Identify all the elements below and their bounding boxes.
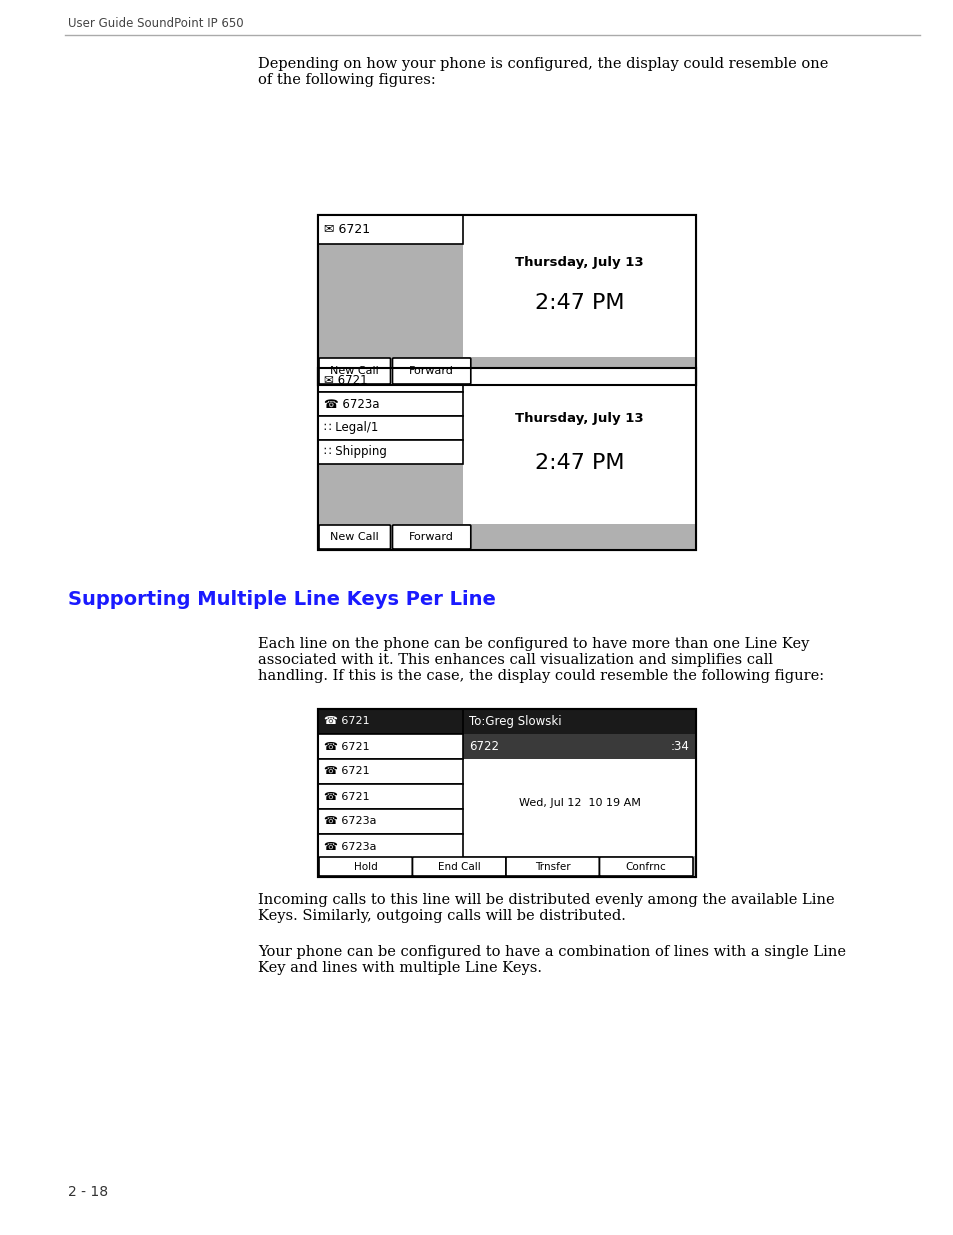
Bar <box>462 215 696 357</box>
Text: Forward: Forward <box>409 366 454 375</box>
Bar <box>317 368 696 550</box>
Text: Each line on the phone can be configured to have more than one Line Key
associat: Each line on the phone can be configured… <box>257 637 823 683</box>
Text: Forward: Forward <box>409 532 454 542</box>
Text: Incoming calls to this line will be distributed evenly among the available Line
: Incoming calls to this line will be dist… <box>257 893 834 924</box>
FancyBboxPatch shape <box>598 857 692 876</box>
Text: ∷ Shipping: ∷ Shipping <box>324 446 387 458</box>
Bar <box>317 245 462 357</box>
Bar <box>317 215 696 385</box>
Bar <box>317 464 462 524</box>
Bar <box>462 709 696 734</box>
Text: ☎ 6723a: ☎ 6723a <box>324 841 376 851</box>
Text: Thursday, July 13: Thursday, July 13 <box>515 256 643 269</box>
Bar <box>317 809 462 834</box>
Bar <box>317 440 462 464</box>
Text: End Call: End Call <box>437 862 480 872</box>
Text: ✉ 6721: ✉ 6721 <box>324 224 370 236</box>
Bar <box>317 368 696 550</box>
Text: New Call: New Call <box>330 366 378 375</box>
Bar <box>317 784 462 809</box>
Bar <box>317 524 696 550</box>
Bar <box>317 709 696 877</box>
Bar <box>462 368 696 524</box>
Text: ☎ 6723a: ☎ 6723a <box>324 816 376 826</box>
Text: ☎ 6723a: ☎ 6723a <box>324 398 379 410</box>
Bar <box>462 734 696 760</box>
FancyBboxPatch shape <box>318 857 412 876</box>
Bar <box>317 368 462 391</box>
Text: 2:47 PM: 2:47 PM <box>535 294 623 314</box>
Bar <box>317 734 462 760</box>
Bar <box>317 760 462 784</box>
Text: Hold: Hold <box>354 862 377 872</box>
FancyBboxPatch shape <box>392 358 471 384</box>
Bar <box>317 834 462 860</box>
Bar <box>317 357 696 385</box>
Text: ☎ 6721: ☎ 6721 <box>324 767 369 777</box>
Text: 2 - 18: 2 - 18 <box>68 1186 108 1199</box>
FancyBboxPatch shape <box>505 857 598 876</box>
Text: ☎ 6721: ☎ 6721 <box>324 741 369 752</box>
Text: Trnsfer: Trnsfer <box>535 862 570 872</box>
Bar <box>317 709 462 734</box>
FancyBboxPatch shape <box>318 525 390 550</box>
FancyBboxPatch shape <box>318 358 390 384</box>
Text: 2:47 PM: 2:47 PM <box>535 453 623 473</box>
Bar <box>317 709 696 877</box>
Text: ☎ 6721: ☎ 6721 <box>324 716 369 726</box>
Text: Confrnc: Confrnc <box>625 862 666 872</box>
Bar <box>317 215 696 385</box>
Bar <box>462 760 696 856</box>
Text: To:Greg Slowski: To:Greg Slowski <box>469 715 561 727</box>
Text: Supporting Multiple Line Keys Per Line: Supporting Multiple Line Keys Per Line <box>68 590 496 609</box>
Bar <box>317 391 462 416</box>
Text: User Guide SoundPoint IP 650: User Guide SoundPoint IP 650 <box>68 17 243 30</box>
Bar <box>317 856 696 877</box>
Text: Wed, Jul 12  10 19 AM: Wed, Jul 12 10 19 AM <box>518 798 639 808</box>
Bar <box>462 368 696 550</box>
Text: 6722: 6722 <box>469 740 498 753</box>
Text: New Call: New Call <box>330 532 378 542</box>
Text: Thursday, July 13: Thursday, July 13 <box>515 412 643 426</box>
FancyBboxPatch shape <box>392 525 471 550</box>
Bar <box>317 416 462 440</box>
Text: ✉ 6721: ✉ 6721 <box>324 373 367 387</box>
Bar <box>317 215 462 245</box>
Text: ∷ Legal/1: ∷ Legal/1 <box>324 421 378 435</box>
Text: :34: :34 <box>670 740 689 753</box>
Text: Depending on how your phone is configured, the display could resemble one
of the: Depending on how your phone is configure… <box>257 57 827 88</box>
Bar <box>462 215 696 385</box>
FancyBboxPatch shape <box>412 857 505 876</box>
Text: Your phone can be configured to have a combination of lines with a single Line
K: Your phone can be configured to have a c… <box>257 945 845 976</box>
Text: ☎ 6721: ☎ 6721 <box>324 792 369 802</box>
